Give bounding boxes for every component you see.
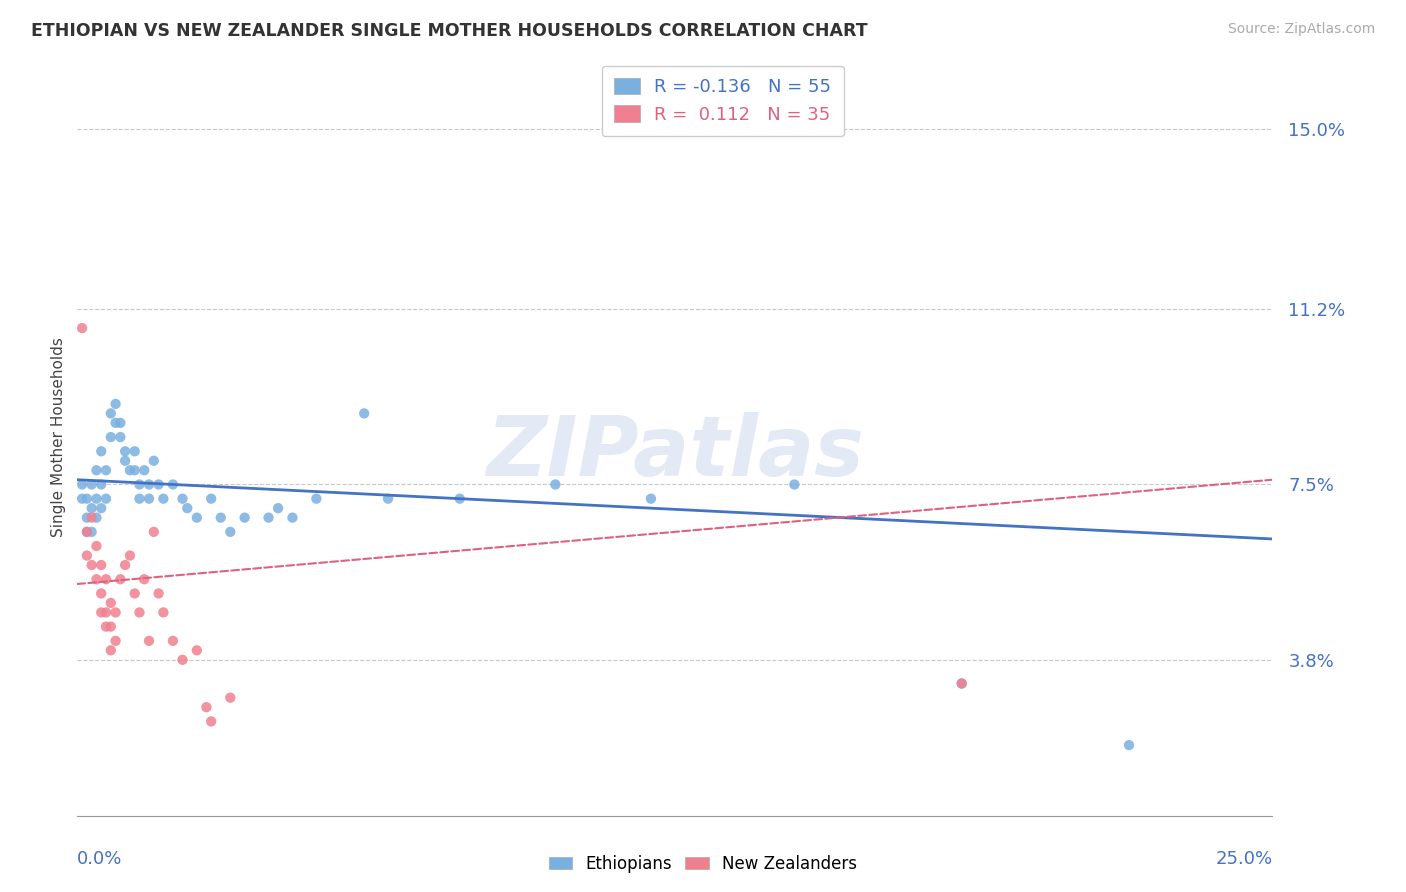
Point — [377, 491, 399, 506]
Point — [70, 477, 93, 491]
Point — [76, 524, 98, 539]
Point — [86, 491, 108, 506]
Point — [94, 606, 117, 620]
Point — [86, 572, 108, 586]
Point — [134, 463, 156, 477]
Point — [104, 606, 127, 620]
Point — [172, 491, 194, 506]
Point — [138, 477, 160, 491]
Point — [90, 477, 112, 491]
Point — [148, 477, 170, 491]
Point — [209, 510, 232, 524]
Point — [134, 572, 156, 586]
Point — [138, 633, 160, 648]
Point — [100, 430, 122, 444]
Point — [70, 491, 93, 506]
Point — [128, 491, 150, 506]
Point — [124, 463, 146, 477]
Point — [94, 572, 117, 586]
Text: 0.0%: 0.0% — [77, 850, 122, 868]
Point — [76, 510, 98, 524]
Point — [90, 586, 112, 600]
Point — [110, 416, 132, 430]
Point — [128, 477, 150, 491]
Point — [90, 501, 112, 516]
Y-axis label: Single Mother Households: Single Mother Households — [51, 337, 66, 537]
Point — [100, 596, 122, 610]
Point — [76, 524, 98, 539]
Point — [200, 714, 222, 729]
Point — [176, 501, 198, 516]
Point — [110, 572, 132, 586]
Point — [162, 633, 184, 648]
Point — [80, 501, 103, 516]
Point — [94, 491, 117, 506]
Text: 25.0%: 25.0% — [1215, 850, 1272, 868]
Point — [783, 477, 806, 491]
Point — [114, 454, 136, 468]
Point — [200, 491, 222, 506]
Point — [950, 676, 973, 690]
Point — [80, 524, 103, 539]
Point — [124, 586, 146, 600]
Point — [86, 539, 108, 553]
Point — [281, 510, 304, 524]
Point — [142, 524, 165, 539]
Point — [104, 633, 127, 648]
Text: ZIPatlas: ZIPatlas — [486, 412, 863, 492]
Point — [104, 416, 127, 430]
Point — [257, 510, 280, 524]
Point — [76, 491, 98, 506]
Point — [1118, 738, 1140, 752]
Point — [76, 549, 98, 563]
Point — [86, 510, 108, 524]
Point — [128, 606, 150, 620]
Point — [70, 321, 93, 335]
Point — [162, 477, 184, 491]
Point — [100, 643, 122, 657]
Point — [950, 676, 973, 690]
Point — [94, 619, 117, 633]
Point — [90, 444, 112, 458]
Point — [152, 606, 174, 620]
Point — [118, 549, 141, 563]
Point — [449, 491, 471, 506]
Point — [267, 501, 290, 516]
Point — [152, 491, 174, 506]
Legend: Ethiopians, New Zealanders: Ethiopians, New Zealanders — [543, 848, 863, 880]
Point — [640, 491, 662, 506]
Point — [219, 524, 242, 539]
Point — [100, 406, 122, 420]
Point — [104, 397, 127, 411]
Point — [544, 477, 567, 491]
Point — [86, 463, 108, 477]
Text: ETHIOPIAN VS NEW ZEALANDER SINGLE MOTHER HOUSEHOLDS CORRELATION CHART: ETHIOPIAN VS NEW ZEALANDER SINGLE MOTHER… — [31, 22, 868, 40]
Point — [195, 700, 218, 714]
Point — [90, 558, 112, 572]
Point — [80, 558, 103, 572]
Point — [94, 463, 117, 477]
Legend: R = -0.136   N = 55, R =  0.112   N = 35: R = -0.136 N = 55, R = 0.112 N = 35 — [602, 65, 844, 136]
Point — [305, 491, 328, 506]
Point — [148, 586, 170, 600]
Point — [219, 690, 242, 705]
Point — [90, 606, 112, 620]
Point — [80, 477, 103, 491]
Point — [186, 510, 208, 524]
Point — [118, 463, 141, 477]
Point — [142, 454, 165, 468]
Point — [172, 653, 194, 667]
Text: Source: ZipAtlas.com: Source: ZipAtlas.com — [1227, 22, 1375, 37]
Point — [186, 643, 208, 657]
Point — [233, 510, 256, 524]
Point — [80, 510, 103, 524]
Point — [114, 558, 136, 572]
Point — [110, 430, 132, 444]
Point — [124, 444, 146, 458]
Point — [114, 444, 136, 458]
Point — [138, 491, 160, 506]
Point — [100, 619, 122, 633]
Point — [353, 406, 375, 420]
